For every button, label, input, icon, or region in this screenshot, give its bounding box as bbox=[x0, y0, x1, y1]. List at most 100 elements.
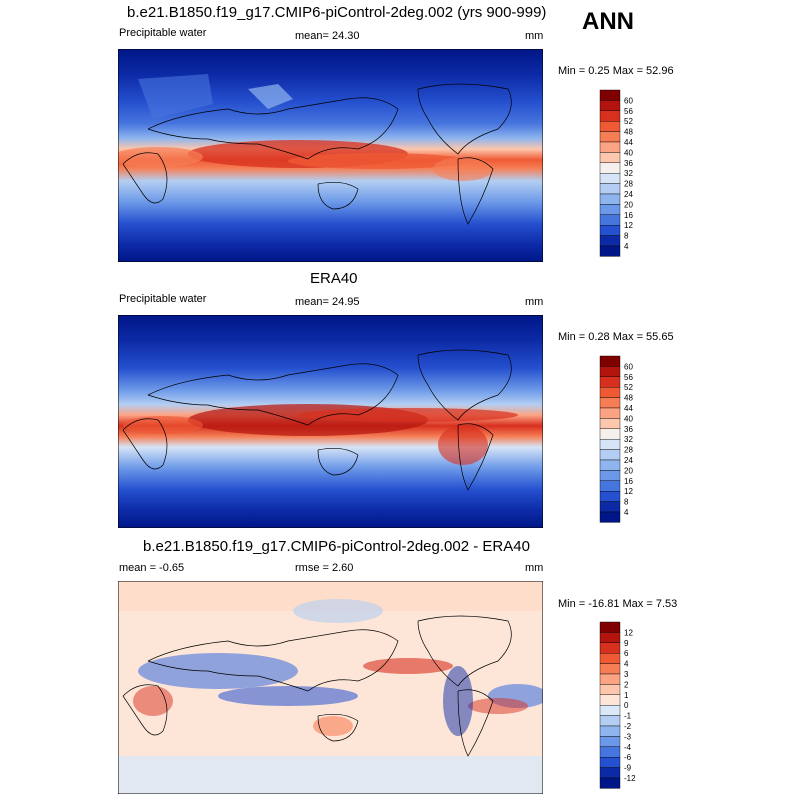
colorbar-tick-label: 9 bbox=[624, 639, 629, 648]
colorbar-box bbox=[599, 642, 621, 654]
colorbar-box bbox=[599, 245, 621, 257]
panel2-coastlines bbox=[122, 349, 512, 491]
colorbar-box bbox=[599, 100, 621, 111]
colorbar-tick-label: 4 bbox=[624, 508, 629, 517]
colorbar-tick-label: 36 bbox=[624, 425, 633, 434]
colorbar-box bbox=[599, 162, 621, 174]
panel3-units: mm bbox=[525, 562, 544, 574]
colorbar-tick-label: 8 bbox=[624, 498, 629, 507]
panel1-map bbox=[113, 48, 544, 267]
colorbar-tick-label: -6 bbox=[624, 753, 632, 762]
colorbar-tick-label: 32 bbox=[624, 169, 633, 178]
colorbar-tick-label: 32 bbox=[624, 435, 633, 444]
panel1-minmax: Min = 0.25 Max = 52.96 bbox=[558, 65, 674, 77]
colorbar-tick-label: 20 bbox=[624, 466, 633, 475]
colorbar-tick-label: -2 bbox=[624, 722, 632, 731]
colorbar-box bbox=[599, 736, 621, 748]
panel3-map bbox=[117, 580, 548, 799]
colorbar-box bbox=[599, 89, 621, 101]
colorbar-tick-label: 6 bbox=[624, 649, 629, 658]
colorbar-tick-label: 20 bbox=[624, 200, 633, 209]
colorbar-box bbox=[599, 459, 621, 471]
colorbar-box bbox=[599, 777, 621, 789]
colorbar-tick-label: 44 bbox=[624, 404, 633, 413]
colorbar-box bbox=[599, 121, 621, 132]
season-label: ANN bbox=[582, 8, 634, 35]
colorbar-tick-label: -3 bbox=[624, 732, 632, 741]
panel3-minmax: Min = -16.81 Max = 7.53 bbox=[558, 598, 678, 610]
panel2-mean-label: mean= 24.95 bbox=[295, 296, 360, 308]
colorbar-tick-label: 3 bbox=[624, 670, 629, 679]
colorbar-tick-label: 56 bbox=[624, 107, 633, 116]
colorbar-tick-label: 24 bbox=[624, 456, 633, 465]
panel2-title: ERA40 bbox=[310, 270, 358, 287]
colorbar-tick-label: 52 bbox=[624, 383, 633, 392]
colorbar-box bbox=[599, 694, 621, 706]
colorbar-tick-label: 36 bbox=[624, 159, 633, 168]
colorbar-box bbox=[599, 480, 621, 492]
colorbar-tick-label: 0 bbox=[624, 701, 629, 710]
panel1-title: b.e21.B1850.f19_g17.CMIP6-piControl-2deg… bbox=[127, 4, 547, 21]
colorbar-box bbox=[599, 501, 621, 513]
colorbar-box bbox=[599, 756, 621, 768]
colorbar-tick-label: 8 bbox=[624, 232, 629, 241]
colorbar-tick-label: -1 bbox=[624, 712, 632, 721]
panel2-map bbox=[117, 314, 544, 533]
colorbar-tick-label: 28 bbox=[624, 446, 633, 455]
panel2-variable-label: Precipitable water bbox=[119, 293, 207, 305]
colorbar-tick-label: 56 bbox=[624, 373, 633, 382]
colorbar-box bbox=[599, 621, 621, 633]
colorbar-box bbox=[599, 653, 621, 664]
colorbar-box bbox=[599, 183, 621, 195]
panel1-mean-label: mean= 24.30 bbox=[295, 30, 360, 42]
colorbar-box bbox=[599, 387, 621, 398]
panel1-coastlines bbox=[122, 83, 512, 225]
colorbar-tick-label: 4 bbox=[624, 660, 629, 669]
colorbar-tick-label: 1 bbox=[624, 691, 629, 700]
colorbar-box bbox=[599, 355, 621, 367]
colorbar-tick-label: 12 bbox=[624, 221, 633, 230]
colorbar-box bbox=[599, 172, 621, 184]
colorbar-box bbox=[599, 376, 621, 388]
colorbar-box bbox=[599, 193, 621, 205]
colorbar-box bbox=[599, 152, 621, 164]
panel3-colorbar: 12 9 6 4 3 2 1 0 -1 -2 -3 -4 -6 -9 -12 bbox=[599, 621, 660, 795]
colorbar-box bbox=[599, 663, 621, 675]
colorbar-box bbox=[599, 214, 621, 226]
colorbar-box bbox=[599, 418, 621, 430]
colorbar-tick-label: 60 bbox=[624, 362, 633, 371]
panel1-colorbar: 60 56 52 48 44 40 36 32 28 24 20 16 12 8 4 bbox=[599, 89, 660, 263]
colorbar-tick-label: -12 bbox=[624, 774, 636, 783]
colorbar-tick-label: 12 bbox=[624, 487, 633, 496]
colorbar-box bbox=[599, 204, 621, 216]
colorbar-box bbox=[599, 511, 621, 523]
colorbar-box bbox=[599, 428, 621, 440]
colorbar-tick-label: -9 bbox=[624, 764, 632, 773]
panel1-variable-label: Precipitable water bbox=[119, 27, 207, 39]
colorbar-box bbox=[599, 746, 621, 758]
colorbar-box bbox=[599, 131, 621, 143]
colorbar-box bbox=[599, 470, 621, 482]
colorbar-box bbox=[599, 767, 621, 779]
panel2-colorbar: 60 56 52 48 44 40 36 32 28 24 20 16 12 8 4 bbox=[599, 355, 660, 529]
colorbar-tick-label: 2 bbox=[624, 680, 629, 689]
colorbar-tick-label: 16 bbox=[624, 477, 633, 486]
panel2-units: mm bbox=[525, 296, 544, 308]
colorbar-box bbox=[599, 366, 621, 377]
colorbar-box bbox=[599, 715, 621, 727]
colorbar-box bbox=[599, 704, 621, 716]
colorbar-box bbox=[599, 449, 621, 461]
colorbar-box bbox=[599, 224, 621, 236]
colorbar-tick-label: 44 bbox=[624, 138, 633, 147]
colorbar-tick-label: 40 bbox=[624, 414, 633, 423]
colorbar-box bbox=[599, 490, 621, 502]
colorbar-box bbox=[599, 725, 621, 737]
colorbar-tick-label: 28 bbox=[624, 180, 633, 189]
colorbar-tick-label: 60 bbox=[624, 96, 633, 105]
colorbar-tick-label: 48 bbox=[624, 128, 633, 137]
colorbar-box bbox=[599, 438, 621, 450]
panel1-units: mm bbox=[525, 30, 544, 42]
colorbar-tick-label: -4 bbox=[624, 743, 632, 752]
panel3-coastlines bbox=[122, 615, 512, 757]
panel3-mean-label: mean = -0.65 bbox=[119, 562, 185, 574]
